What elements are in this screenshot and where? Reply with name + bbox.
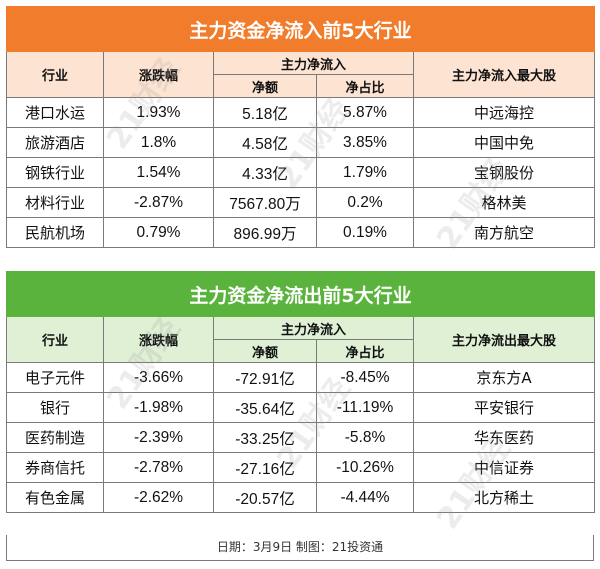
outflow-cell-industry: 银行 xyxy=(6,392,104,423)
inflow-header-net-ratio: 净占比 xyxy=(316,74,414,98)
inflow-cell-change: 0.79% xyxy=(103,217,214,248)
inflow-cell-net-amount: 4.33亿 xyxy=(213,157,317,188)
inflow-cell-net-amount: 5.18亿 xyxy=(213,97,317,128)
outflow-cell-net-ratio: -11.19% xyxy=(316,392,414,423)
outflow-cell-net-amount: -72.91亿 xyxy=(213,362,317,393)
outflow-cell-change: -2.39% xyxy=(103,422,214,453)
inflow-rows: 港口水运 1.93% 5.18亿 5.87% 中远海控 旅游酒店 1.8% 4.58亿 3.85… xyxy=(6,97,596,248)
footer-credit: 日期：3月9日 制图：21投资通 xyxy=(6,535,594,561)
outflow-header-net-ratio: 净占比 xyxy=(316,339,414,363)
outflow-header-net-group: 主力净流入 xyxy=(213,316,414,340)
outflow-cell-net-amount: -35.64亿 xyxy=(213,392,317,423)
inflow-cell-industry: 港口水运 xyxy=(6,97,104,128)
inflow-cell-change: 1.8% xyxy=(103,127,214,158)
outflow-cell-top-stock: 北方稀土 xyxy=(412,482,596,513)
outflow-cell-top-stock: 中信证券 xyxy=(412,452,596,483)
inflow-table-row: 钢铁行业 1.54% 4.33亿 1.79% 宝钢股份 xyxy=(6,157,596,188)
inflow-cell-top-stock: 中国中免 xyxy=(412,127,596,158)
inflow-cell-industry: 钢铁行业 xyxy=(6,157,104,188)
inflow-cell-net-ratio: 0.2% xyxy=(316,187,414,218)
outflow-header-industry: 行业 xyxy=(6,316,104,363)
outflow-table-row: 电子元件 -3.66% -72.91亿 -8.45% 京东方A xyxy=(6,362,596,393)
outflow-table: 主力资金净流出前5大行业 行业 涨跌幅 主力净流入 主力净流出最大股 净额 净占… xyxy=(5,271,596,513)
outflow-cell-top-stock: 华东医药 xyxy=(412,422,596,453)
inflow-header-net-amount: 净额 xyxy=(213,74,317,98)
outflow-rows: 电子元件 -3.66% -72.91亿 -8.45% 京东方A 银行 -1.98% -35.6… xyxy=(6,362,596,513)
outflow-table-row: 有色金属 -2.62% -20.57亿 -4.44% 北方稀土 xyxy=(6,482,596,513)
outflow-cell-top-stock: 京东方A xyxy=(412,362,596,393)
inflow-table-row: 民航机场 0.79% 896.99万 0.19% 南方航空 xyxy=(6,217,596,248)
outflow-cell-change: -2.62% xyxy=(103,482,214,513)
outflow-cell-change: -3.66% xyxy=(103,362,214,393)
inflow-title: 主力资金净流入前5大行业 xyxy=(5,6,596,52)
outflow-cell-top-stock: 平安银行 xyxy=(412,392,596,423)
inflow-cell-top-stock: 中远海控 xyxy=(412,97,596,128)
outflow-cell-net-ratio: -4.44% xyxy=(316,482,414,513)
inflow-table-row: 港口水运 1.93% 5.18亿 5.87% 中远海控 xyxy=(6,97,596,128)
outflow-table-row: 券商信托 -2.78% -27.16亿 -10.26% 中信证券 xyxy=(6,452,596,483)
inflow-table-row: 材料行业 -2.87% 7567.80万 0.2% 格林美 xyxy=(6,187,596,218)
outflow-cell-industry: 医药制造 xyxy=(6,422,104,453)
inflow-cell-industry: 旅游酒店 xyxy=(6,127,104,158)
outflow-table-row: 医药制造 -2.39% -33.25亿 -5.8% 华东医药 xyxy=(6,422,596,453)
inflow-cell-net-ratio: 1.79% xyxy=(316,157,414,188)
outflow-cell-change: -1.98% xyxy=(103,392,214,423)
outflow-title: 主力资金净流出前5大行业 xyxy=(5,271,596,317)
inflow-cell-industry: 民航机场 xyxy=(6,217,104,248)
outflow-cell-industry: 有色金属 xyxy=(6,482,104,513)
inflow-cell-net-ratio: 3.85% xyxy=(316,127,414,158)
inflow-cell-change: 1.54% xyxy=(103,157,214,188)
inflow-cell-industry: 材料行业 xyxy=(6,187,104,218)
outflow-cell-net-ratio: -8.45% xyxy=(316,362,414,393)
outflow-cell-net-amount: -27.16亿 xyxy=(213,452,317,483)
inflow-cell-net-ratio: 5.87% xyxy=(316,97,414,128)
inflow-header-industry: 行业 xyxy=(6,51,104,98)
outflow-cell-net-amount: -20.57亿 xyxy=(213,482,317,513)
outflow-cell-net-ratio: -5.8% xyxy=(316,422,414,453)
outflow-table-row: 银行 -1.98% -35.64亿 -11.19% 平安银行 xyxy=(6,392,596,423)
inflow-cell-change: -2.87% xyxy=(103,187,214,218)
inflow-cell-top-stock: 格林美 xyxy=(412,187,596,218)
inflow-cell-top-stock: 南方航空 xyxy=(412,217,596,248)
inflow-header-top-stock: 主力净流入最大股 xyxy=(412,51,596,98)
outflow-cell-industry: 券商信托 xyxy=(6,452,104,483)
inflow-cell-net-ratio: 0.19% xyxy=(316,217,414,248)
inflow-header-change: 涨跌幅 xyxy=(103,51,214,98)
inflow-cell-net-amount: 4.58亿 xyxy=(213,127,317,158)
inflow-cell-net-amount: 7567.80万 xyxy=(213,187,317,218)
outflow-header-top-stock: 主力净流出最大股 xyxy=(412,316,596,363)
inflow-cell-top-stock: 宝钢股份 xyxy=(412,157,596,188)
inflow-cell-change: 1.93% xyxy=(103,97,214,128)
outflow-header-net-amount: 净额 xyxy=(213,339,317,363)
inflow-header-net-group: 主力净流入 xyxy=(213,51,414,75)
outflow-cell-net-ratio: -10.26% xyxy=(316,452,414,483)
outflow-cell-net-amount: -33.25亿 xyxy=(213,422,317,453)
outflow-cell-industry: 电子元件 xyxy=(6,362,104,393)
outflow-header-change: 涨跌幅 xyxy=(103,316,214,363)
inflow-table: 主力资金净流入前5大行业 行业 涨跌幅 主力净流入 主力净流入最大股 净额 净占… xyxy=(5,6,596,248)
inflow-table-row: 旅游酒店 1.8% 4.58亿 3.85% 中国中免 xyxy=(6,127,596,158)
outflow-cell-change: -2.78% xyxy=(103,452,214,483)
inflow-cell-net-amount: 896.99万 xyxy=(213,217,317,248)
